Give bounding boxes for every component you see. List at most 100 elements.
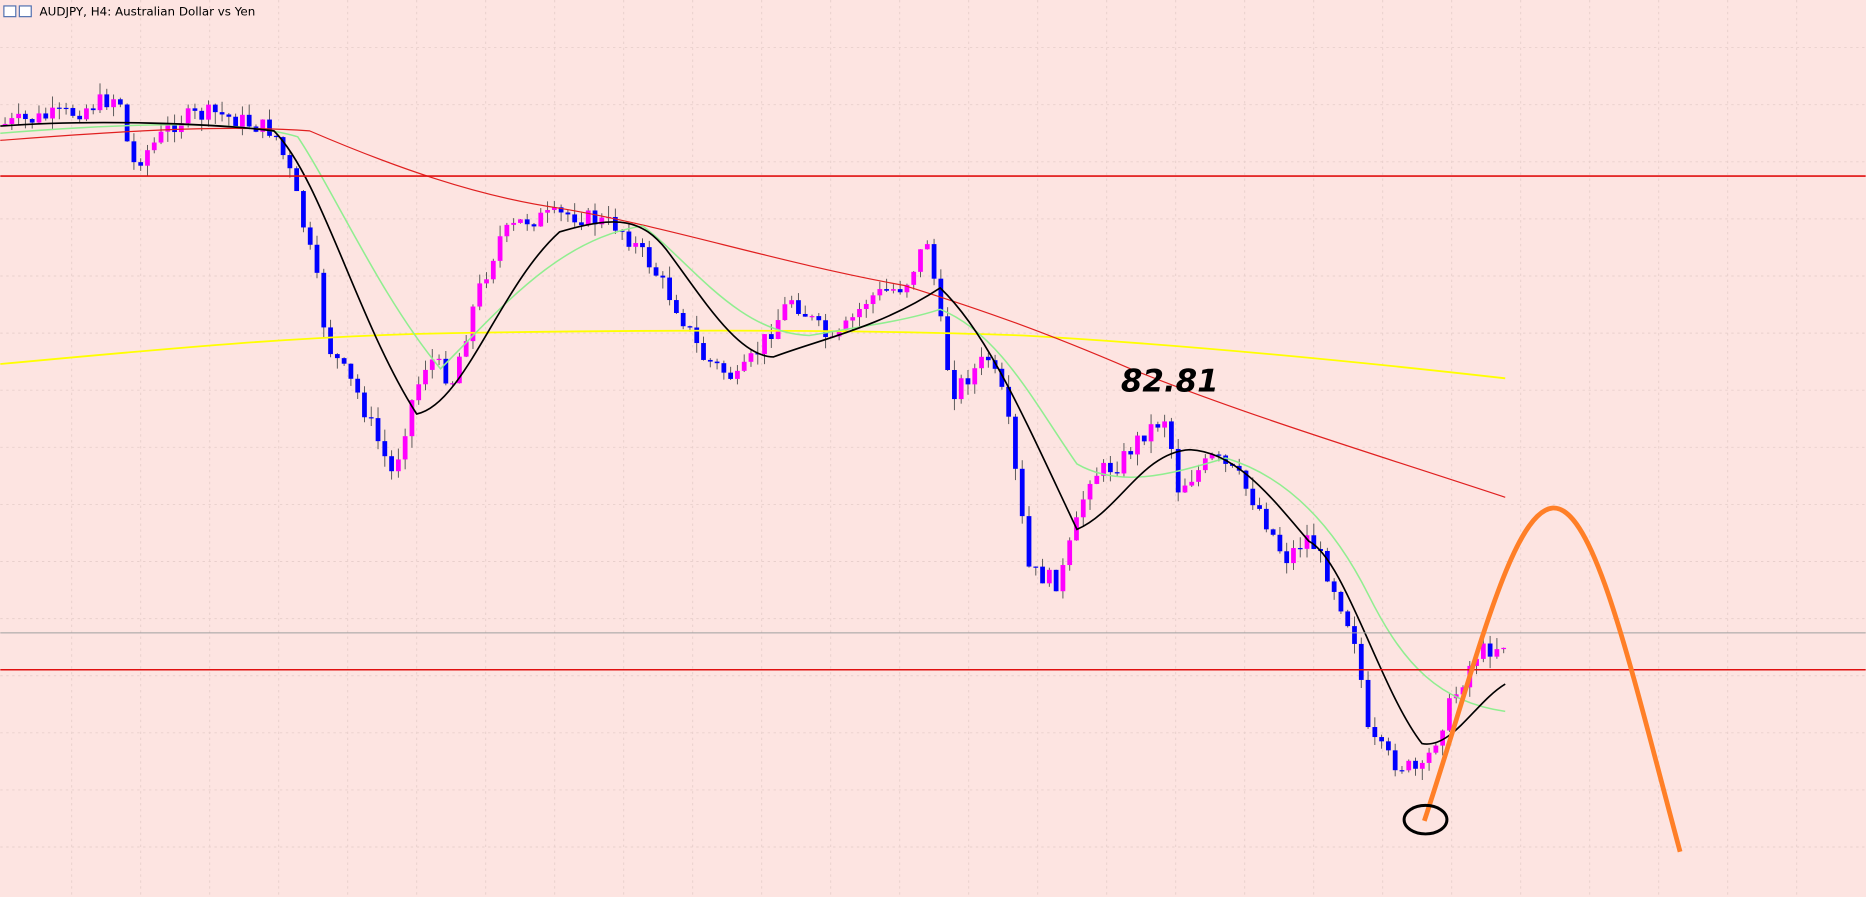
candle-body bbox=[450, 383, 455, 385]
candle-body bbox=[1379, 737, 1384, 742]
candle-body bbox=[1386, 741, 1391, 751]
candle-body bbox=[158, 131, 164, 143]
candle-body bbox=[911, 271, 917, 285]
candle-body bbox=[104, 94, 110, 108]
candle-body bbox=[579, 222, 584, 226]
candle-body bbox=[362, 392, 367, 418]
candle-body bbox=[56, 107, 62, 109]
candle-body bbox=[138, 162, 144, 166]
candle-body bbox=[1399, 770, 1405, 772]
candle-body bbox=[1128, 451, 1134, 455]
candle-body bbox=[436, 358, 442, 361]
candle-body bbox=[1141, 435, 1147, 442]
candle-body bbox=[674, 300, 679, 314]
candle-body bbox=[1338, 591, 1344, 612]
candle-body bbox=[348, 363, 354, 379]
candle-body bbox=[524, 219, 530, 225]
candle-body bbox=[273, 135, 279, 138]
candle-body bbox=[1060, 565, 1066, 592]
candle-body bbox=[1304, 535, 1310, 549]
candle-body bbox=[918, 249, 923, 272]
candle-body bbox=[633, 243, 639, 247]
candle-body bbox=[1419, 762, 1425, 769]
candle-body bbox=[402, 436, 408, 460]
candle-body bbox=[863, 304, 869, 310]
candle-body bbox=[836, 330, 842, 337]
candle-body bbox=[23, 113, 28, 120]
projection-curve bbox=[1422, 505, 1683, 853]
price-annotation: 82.81 bbox=[1121, 363, 1219, 399]
candle-body bbox=[924, 244, 930, 250]
candle-body bbox=[1447, 698, 1452, 731]
candle-body bbox=[70, 108, 76, 116]
candle-body bbox=[626, 231, 632, 247]
candle-body bbox=[294, 168, 300, 192]
candle-body bbox=[199, 110, 205, 120]
candle-body bbox=[1209, 454, 1215, 459]
ma-mid bbox=[0, 123, 1506, 713]
candle-body bbox=[470, 306, 476, 342]
candle-body bbox=[117, 99, 123, 105]
candle-body bbox=[1053, 569, 1059, 592]
candle-body bbox=[246, 114, 252, 127]
candle-body bbox=[497, 236, 503, 261]
candle-body bbox=[16, 113, 22, 119]
candle-body bbox=[1162, 421, 1168, 428]
candle-body bbox=[219, 112, 225, 115]
candle-body bbox=[1196, 470, 1201, 482]
candle-body bbox=[904, 284, 910, 293]
candle-body bbox=[551, 207, 557, 211]
candle-body bbox=[334, 354, 340, 359]
candle-body bbox=[599, 217, 605, 225]
candle-body bbox=[50, 107, 55, 119]
candle-body bbox=[850, 317, 856, 321]
candle-body bbox=[1040, 566, 1045, 584]
candle-body bbox=[457, 356, 462, 384]
candle-body bbox=[165, 125, 171, 132]
candle-body bbox=[789, 300, 795, 305]
candle-body bbox=[355, 378, 361, 393]
candle-body bbox=[1243, 470, 1249, 489]
candles bbox=[2, 83, 1507, 781]
candle-body bbox=[2, 123, 8, 126]
candle-body bbox=[748, 353, 754, 362]
candle-body bbox=[619, 230, 625, 232]
candle-body bbox=[545, 210, 550, 213]
candle-body bbox=[796, 300, 801, 314]
candle-body bbox=[416, 384, 422, 401]
candle-body bbox=[1392, 750, 1398, 771]
candle-body bbox=[884, 289, 889, 291]
ma-slow bbox=[0, 127, 1506, 498]
candle-body bbox=[1114, 472, 1120, 474]
candle-body bbox=[843, 320, 849, 331]
candle-body bbox=[111, 99, 116, 108]
low-marker bbox=[1402, 803, 1449, 836]
candle-body bbox=[1087, 483, 1093, 500]
candle-body bbox=[531, 224, 537, 227]
candle-body bbox=[1413, 760, 1418, 769]
candle-body bbox=[735, 370, 740, 379]
candle-body bbox=[341, 358, 347, 364]
candle-body bbox=[585, 210, 591, 226]
candle-body bbox=[558, 207, 564, 213]
candle-body bbox=[1182, 485, 1188, 493]
candle-body bbox=[172, 125, 177, 133]
candle-body bbox=[667, 277, 672, 301]
candle-body bbox=[870, 295, 876, 305]
candle-body bbox=[463, 341, 469, 357]
candle-body bbox=[429, 359, 435, 370]
candle-body bbox=[1311, 535, 1317, 550]
candle-body bbox=[423, 369, 428, 385]
candle-body bbox=[538, 212, 544, 227]
candle-body bbox=[233, 116, 239, 127]
candle-body bbox=[1440, 730, 1446, 746]
candle-body bbox=[687, 326, 693, 328]
candle-body bbox=[1094, 475, 1100, 484]
candle-body bbox=[1284, 551, 1290, 564]
candle-body bbox=[1067, 540, 1073, 566]
candle-body bbox=[1277, 534, 1283, 552]
candle-body bbox=[1121, 451, 1127, 474]
candle-body bbox=[1372, 727, 1378, 738]
